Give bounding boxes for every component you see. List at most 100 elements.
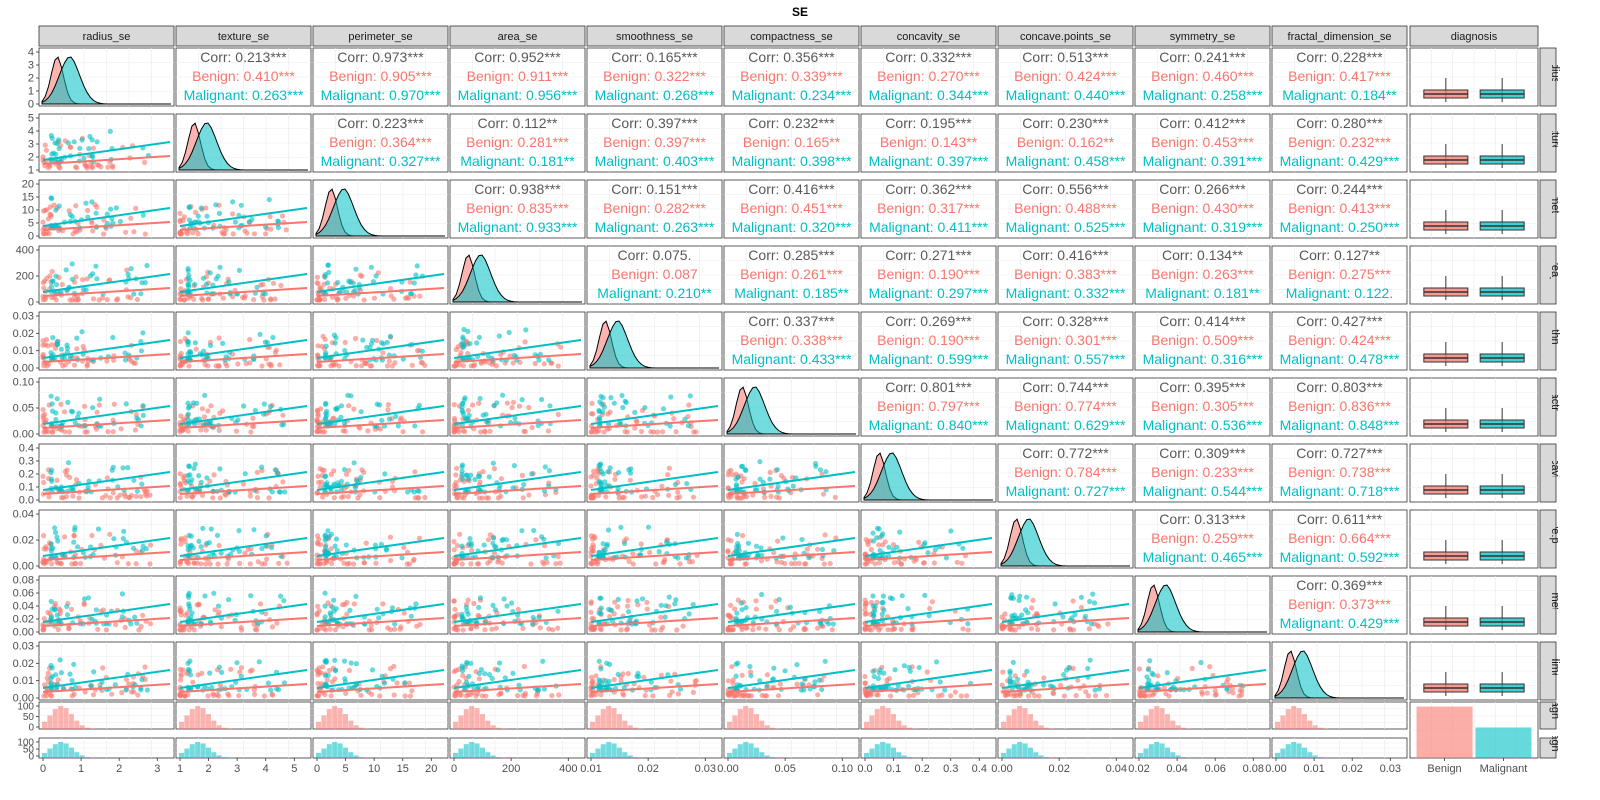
scatter-point-malignant [203,281,209,287]
scatter-point-malignant [192,461,198,467]
scatter-point-malignant [204,540,210,546]
row-strip-diagnosis [1539,737,1557,759]
scatter-point-malignant [200,275,206,281]
fit-line-benign [590,419,719,429]
scatter-point-malignant [139,481,145,487]
scatter-point-benign [41,479,47,486]
scatter-point-benign [507,353,513,359]
scatter-point-malignant [115,484,121,490]
row-strip-label: fractal_dimension_se [1549,619,1561,723]
scatter-point-benign [147,621,154,627]
scatter-point-malignant [672,601,678,607]
scatter-point-benign [588,411,595,417]
scatter-point-malignant [88,683,94,689]
scatter-point-benign [361,560,367,566]
scatter-point-benign [224,561,230,567]
scatter-point-benign [249,667,255,673]
scatter-point-benign [60,363,66,369]
scatter-point-benign [361,297,367,303]
scatter-point-benign [588,693,594,699]
scatter-point-benign [927,605,933,612]
scatter-point-malignant [596,408,602,415]
scatter-panel [175,443,312,503]
scatter-point-benign [58,561,64,567]
scatter-point-benign [343,471,350,477]
correlation-panel: Corr: 0.369*** Benign: 0.373*** Malignant:… [1271,575,1408,635]
scatter-point-malignant [615,596,621,603]
scatter-point-benign [317,297,323,303]
scatter-point-benign [451,402,457,408]
fit-line-malignant [179,273,308,293]
scatter-point-benign [191,296,197,302]
scatter-point-benign [644,606,650,612]
scatter-point-benign [655,429,661,435]
scatter-point-benign [128,215,134,221]
scatter-point-malignant [128,621,134,627]
scatter-point-benign [615,604,621,610]
corr-benign-label: Benign: 0.263*** [1151,266,1254,282]
correlation-panel: Corr: 0.269*** Benign: 0.190*** Malignant:… [860,311,997,371]
scatter-point-benign [680,623,686,629]
scatter-point-benign [74,346,80,352]
scatter-point-benign [352,335,359,342]
scatter-point-benign [216,427,222,433]
scatter-point-benign [211,472,217,478]
scatter-point-malignant [257,331,263,337]
scatter-point-benign [180,475,186,481]
correlation-panel: Corr: 0.356*** Benign: 0.339*** Malignant:… [723,47,860,107]
scatter-point-benign [104,297,110,303]
scatter-point-malignant [459,471,465,478]
density-panel [860,443,997,503]
scatter-point-benign [529,424,535,431]
scatter-point-malignant [185,268,191,274]
scatter-point-benign [331,362,337,368]
scatter-point-malignant [605,527,612,533]
corr-overall-label: Corr: 0.332*** [885,49,972,65]
correlation-panel: Corr: 0.151*** Benign: 0.282*** Malignant:… [586,179,723,239]
scatter-point-malignant [605,469,611,475]
scatter-point-malignant [387,333,393,339]
scatter-point-malignant [219,669,225,676]
row-strip-texture_se [1539,113,1557,173]
boxplot-panel [1409,113,1539,173]
row-strip-label: perimeter_se [1549,177,1561,241]
scatter-point-benign [407,279,413,285]
scatter-point-malignant [140,330,146,336]
corr-overall-label: Corr: 0.973*** [337,49,424,65]
scatter-point-benign [522,693,528,699]
scatter-point-benign [1041,675,1047,681]
scatter-point-malignant [111,536,117,542]
correlation-panel: Corr: 0.228*** Benign: 0.417*** Malignant:… [1271,47,1408,107]
scatter-point-benign [457,692,463,698]
scatter-point-malignant [235,417,241,423]
scatter-point-benign [1199,691,1205,697]
scatter-point-benign [41,533,47,539]
scatter-point-benign [42,411,48,417]
scatter-point-benign [1225,676,1231,682]
scatter-point-malignant [55,137,62,143]
scatter-point-malignant [906,664,912,671]
scatter-point-benign [522,428,528,435]
scatter-panel [860,641,997,701]
scatter-point-benign [667,692,673,699]
scatter-point-benign [195,231,201,237]
scatter-point-benign [414,623,420,629]
scatter-panel [38,311,175,371]
scatter-point-benign [397,417,403,423]
scatter-point-benign [58,401,64,407]
scatter-point-malignant [207,342,214,349]
scatter-point-malignant [50,335,56,341]
scatter-point-benign [725,548,731,554]
scatter-point-benign [748,693,755,699]
correlation-panel: Corr: 0.313*** Benign: 0.259*** Malignant:… [1134,509,1271,569]
corr-benign-label: Benign: 0.905*** [329,68,432,84]
corr-benign-label: Benign: 0.509*** [1151,332,1254,348]
scatter-point-benign [470,402,476,408]
scatter-point-benign [201,414,207,420]
corr-overall-label: Corr: 0.727*** [1296,445,1383,461]
scatter-point-malignant [667,423,673,429]
correlation-panel: Corr: 0.416*** Benign: 0.383*** Malignant:… [997,245,1134,305]
scatter-point-benign [56,164,62,170]
scatter-point-malignant [870,593,876,599]
corr-overall-label: Corr: 0.271*** [885,247,972,263]
